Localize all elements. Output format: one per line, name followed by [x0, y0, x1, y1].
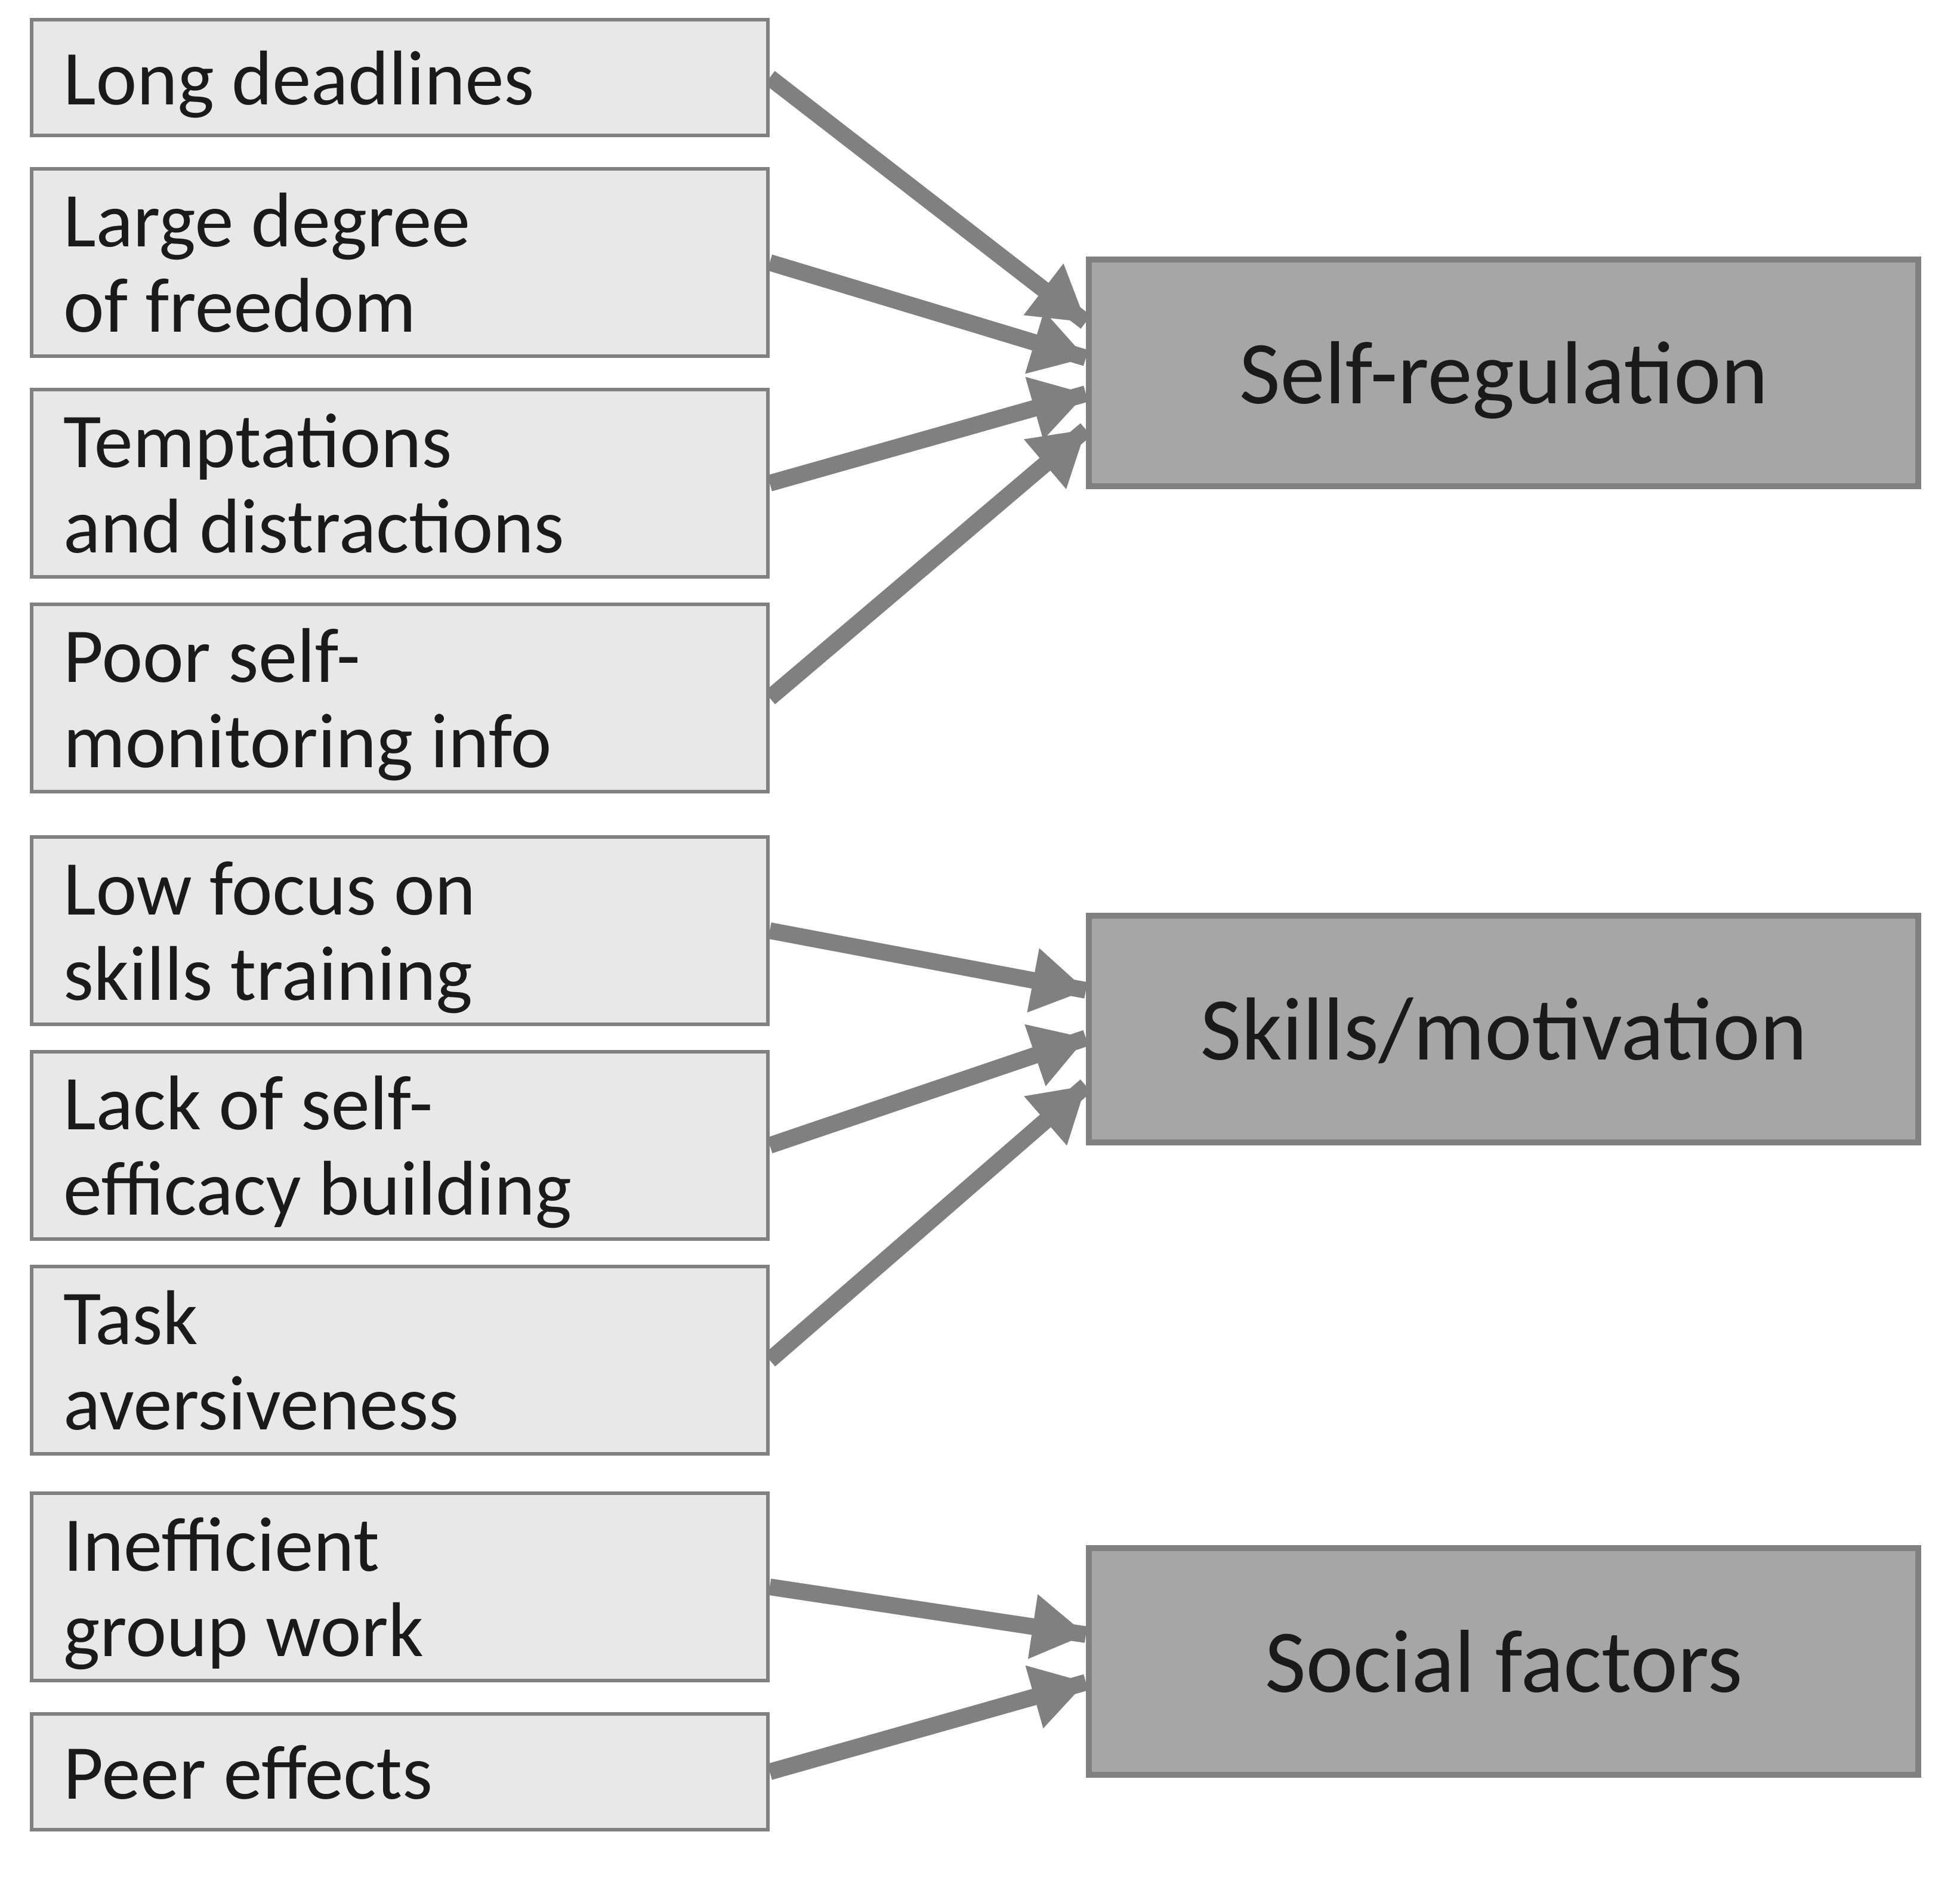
right-node-self-regulation: Self-regulation — [1086, 257, 1921, 489]
right-node-social-factors: Social factors — [1086, 1545, 1921, 1778]
edge-large-freedom-to-self-regulation — [770, 262, 1086, 358]
left-node-label: Lack of self- efficacy building — [63, 1060, 572, 1231]
left-node-long-deadlines: Long deadlines — [30, 18, 770, 137]
edge-low-focus-to-skills-motivation — [770, 931, 1086, 990]
left-node-label: Poor self- monitoring info — [63, 613, 551, 783]
left-node-temptations: Temptations and distractions — [30, 388, 770, 579]
edge-poor-monitoring-to-self-regulation — [770, 430, 1086, 698]
left-node-ineff-group: Inefficient group work — [30, 1491, 770, 1682]
edge-task-averse-to-skills-motivation — [770, 1086, 1086, 1360]
right-node-skills-motivation: Skills/motivation — [1086, 913, 1921, 1145]
left-node-label: Temptations and distractions — [63, 398, 564, 569]
left-node-poor-monitoring: Poor self- monitoring info — [30, 603, 770, 793]
left-node-lack-selfeff: Lack of self- efficacy building — [30, 1050, 770, 1241]
right-node-label: Social factors — [1265, 1613, 1742, 1711]
edge-long-deadlines-to-self-regulation — [770, 78, 1086, 322]
left-node-label: Long deadlines — [63, 35, 534, 121]
edge-temptations-to-self-regulation — [770, 394, 1086, 483]
diagram-canvas: Long deadlines Large degree of freedom Tem… — [0, 0, 1960, 1878]
left-node-label: Large degree of freedom — [63, 177, 470, 348]
right-node-label: Self-regulation — [1239, 324, 1768, 422]
left-node-task-averse: Task aversiveness — [30, 1265, 770, 1456]
left-node-low-focus: Low focus on skills training — [30, 835, 770, 1026]
left-node-peer-effects: Peer effects — [30, 1712, 770, 1831]
left-node-label: Task aversiveness — [63, 1275, 459, 1445]
edge-peer-effects-to-social-factors — [770, 1682, 1086, 1772]
edge-lack-selfeff-to-skills-motivation — [770, 1038, 1086, 1145]
left-node-label: Peer effects — [63, 1729, 433, 1815]
edge-ineff-group-to-social-factors — [770, 1587, 1086, 1635]
left-node-label: Low focus on skills training — [63, 845, 476, 1016]
right-node-label: Skills/motivation — [1200, 980, 1807, 1079]
left-node-label: Inefficient group work — [63, 1502, 424, 1672]
left-node-large-freedom: Large degree of freedom — [30, 167, 770, 358]
